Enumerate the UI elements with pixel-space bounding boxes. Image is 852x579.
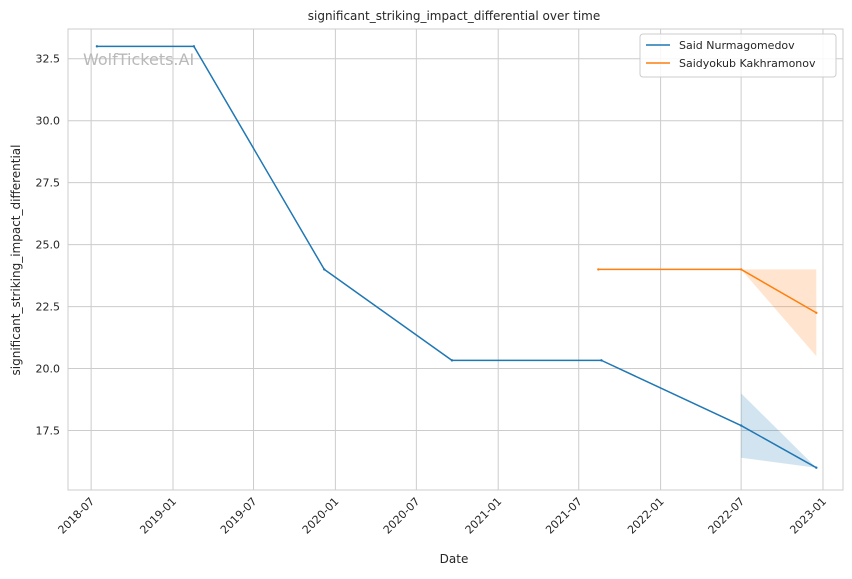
watermark-text: WolfTickets.AI	[83, 50, 194, 69]
legend-label-said-nurmagomedov: Said Nurmagomedov	[679, 39, 795, 52]
y-tick-label: 25.0	[36, 239, 61, 252]
x-tick-label: 2020-07	[381, 495, 423, 537]
x-tick-label: 2022-07	[706, 495, 748, 537]
confidence-band-saidyokub-kakhramonov	[741, 269, 817, 357]
x-tick-label: 2018-07	[56, 495, 98, 537]
y-tick-label: 30.0	[36, 115, 61, 128]
data-point-said-nurmagomedov	[739, 424, 743, 427]
y-tick-label: 27.5	[36, 177, 61, 190]
y-tick-label: 22.5	[36, 301, 61, 314]
x-tick-label: 2020-01	[300, 495, 342, 537]
x-tick-label: 2022-01	[625, 495, 667, 537]
x-axis-ticks: 2018-07 2019-01 2019-07 2020-01 2020-07 2021-…	[56, 495, 830, 537]
x-tick-label: 2019-01	[137, 495, 179, 537]
data-point-said-nurmagomedov	[450, 359, 454, 362]
data-point-said-nurmagomedov	[95, 45, 99, 48]
data-point-saidyokub-kakhramonov	[739, 268, 743, 271]
data-point-said-nurmagomedov	[192, 45, 196, 48]
x-axis-title: Date	[440, 552, 469, 566]
grid-lines	[68, 29, 843, 490]
confidence-band-said-nurmagomedov	[741, 393, 817, 468]
legend-box	[639, 33, 837, 78]
data-point-said-nurmagomedov	[323, 268, 326, 271]
series-lines	[95, 45, 818, 469]
confidence-bands	[741, 269, 817, 468]
x-tick-label: 2021-01	[463, 495, 505, 537]
x-tick-label: 2023-01	[787, 495, 829, 537]
x-tick-label: 2019-07	[218, 495, 260, 537]
chart-title: significant_striking_impact_differential…	[308, 9, 600, 23]
plot-area	[67, 28, 844, 491]
data-point-saidyokub-kakhramonov	[815, 311, 818, 314]
data-point-saidyokub-kakhramonov	[597, 268, 600, 271]
y-tick-label: 20.0	[36, 363, 61, 376]
legend: Said Nurmagomedov Saidyokub Kakhramonov	[639, 33, 837, 78]
legend-label-saidyokub-kakhramonov: Saidyokub Kakhramonov	[679, 57, 816, 70]
x-tick-label: 2021-07	[543, 495, 585, 537]
y-axis-ticks: 17.5 20.0 22.5 25.0 27.5 30.0 32.5	[36, 53, 61, 438]
y-tick-label: 17.5	[36, 425, 61, 438]
y-axis-title: significant_striking_impact_differential	[9, 145, 23, 376]
data-point-said-nurmagomedov	[600, 359, 603, 362]
data-point-said-nurmagomedov	[815, 466, 818, 469]
y-tick-label: 32.5	[36, 53, 61, 66]
